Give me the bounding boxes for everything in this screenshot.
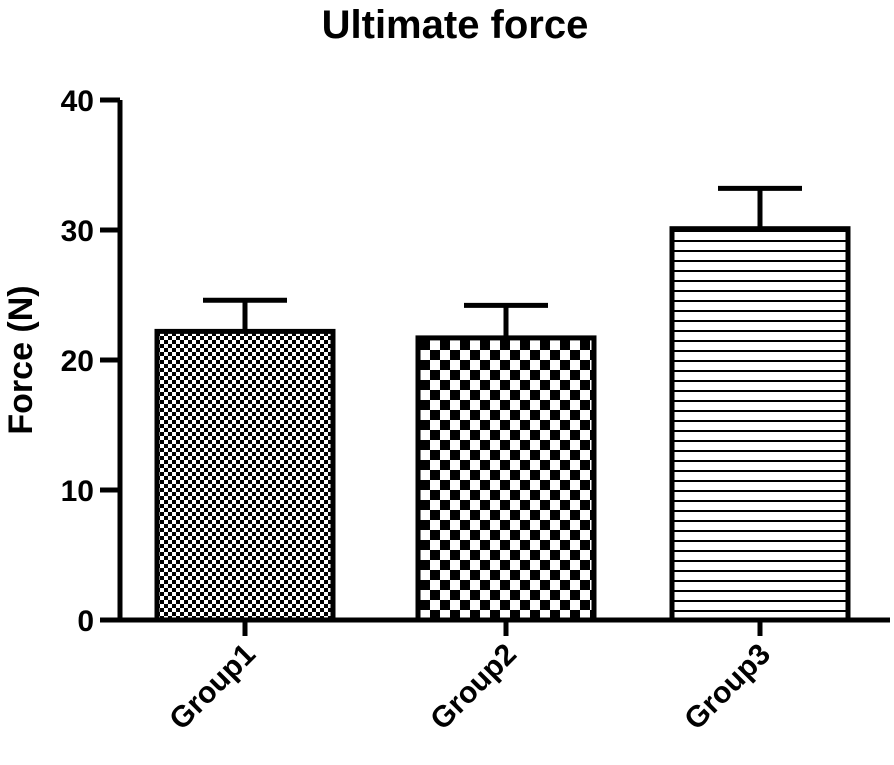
y-tick-label: 10 xyxy=(61,475,94,508)
x-ticks: Group1 Group2 Group3 xyxy=(163,620,777,736)
y-tick-label: 40 xyxy=(61,85,94,118)
y-tick-label: 0 xyxy=(77,605,94,638)
bar-group2 xyxy=(415,335,597,623)
bars xyxy=(154,185,851,623)
y-tick-label: 30 xyxy=(61,215,94,248)
bar-group1 xyxy=(154,328,336,623)
x-tick-label-group1: Group1 xyxy=(163,638,262,737)
bar-group3 xyxy=(669,226,851,623)
y-ticks: 0 10 20 30 40 xyxy=(61,85,120,638)
x-tick-label-group3: Group3 xyxy=(678,638,777,737)
y-axis-label: Force (N) xyxy=(2,285,40,434)
y-tick-label: 20 xyxy=(61,345,94,378)
x-tick-label-group2: Group2 xyxy=(424,638,523,737)
chart-title: Ultimate force xyxy=(322,3,589,47)
